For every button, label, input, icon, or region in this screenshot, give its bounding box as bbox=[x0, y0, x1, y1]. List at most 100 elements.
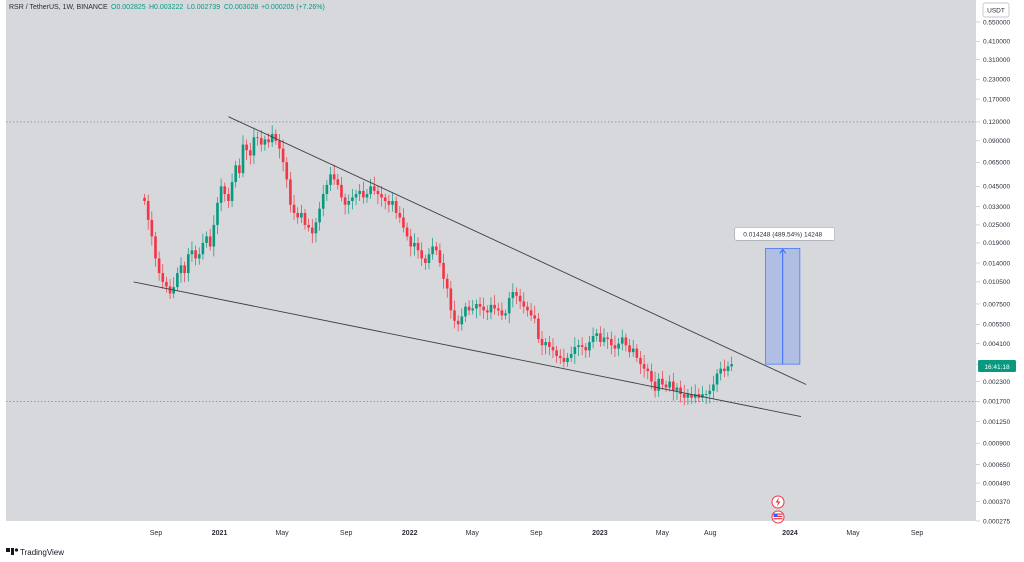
candle bbox=[340, 176, 343, 202]
candle bbox=[321, 184, 325, 217]
candle bbox=[588, 335, 591, 358]
candle bbox=[584, 343, 588, 359]
candle bbox=[573, 337, 577, 364]
time-tick-label: 2023 bbox=[592, 530, 608, 537]
candle bbox=[595, 328, 599, 342]
candle bbox=[719, 361, 723, 381]
price-tick-label: 0.170000 bbox=[983, 96, 1010, 103]
lightning-icon[interactable] bbox=[771, 495, 785, 509]
candle bbox=[610, 331, 613, 355]
chart-legend: RSR / TetherUS, 1W, BINANCE O0.002825 H0… bbox=[9, 4, 325, 11]
candle bbox=[482, 297, 485, 319]
candle bbox=[292, 194, 296, 220]
candle bbox=[438, 243, 442, 268]
candle bbox=[631, 340, 635, 357]
time-tick-label: May bbox=[846, 530, 860, 537]
candle bbox=[172, 277, 176, 299]
candle bbox=[248, 142, 252, 165]
price-axis[interactable] bbox=[976, 0, 1024, 521]
candle bbox=[639, 351, 642, 375]
candle bbox=[329, 166, 332, 192]
candle bbox=[434, 242, 438, 256]
candle bbox=[701, 386, 704, 402]
candle bbox=[336, 173, 340, 190]
candle bbox=[533, 305, 537, 324]
us-flag-icon[interactable] bbox=[771, 510, 785, 524]
candle bbox=[730, 356, 733, 372]
price-tick-label: 0.000650 bbox=[983, 462, 1010, 469]
candle bbox=[569, 346, 573, 362]
price-tick-label: 0.045000 bbox=[983, 184, 1010, 191]
candle bbox=[726, 361, 730, 377]
candle bbox=[278, 133, 281, 159]
legend-open: O0.002825 bbox=[111, 4, 146, 11]
price-tick-label: 0.000490 bbox=[983, 480, 1010, 487]
candle bbox=[653, 371, 657, 398]
candle bbox=[259, 129, 263, 152]
candle bbox=[154, 231, 157, 267]
candle bbox=[270, 125, 274, 148]
candle bbox=[529, 302, 533, 321]
measure-tool[interactable] bbox=[765, 248, 801, 365]
candle bbox=[234, 160, 238, 188]
candle bbox=[606, 332, 609, 349]
candle bbox=[657, 373, 661, 397]
candle bbox=[351, 188, 354, 210]
candle bbox=[146, 194, 150, 230]
trendline-lower[interactable] bbox=[133, 281, 802, 417]
candle bbox=[500, 302, 504, 321]
candle bbox=[478, 297, 482, 316]
candle bbox=[362, 181, 365, 204]
candle bbox=[398, 206, 402, 223]
candle bbox=[449, 281, 453, 319]
candle bbox=[216, 197, 219, 235]
price-tick-label: 0.001250 bbox=[983, 419, 1010, 426]
candle bbox=[212, 215, 216, 257]
price-tick-label: 0.004100 bbox=[983, 341, 1010, 348]
price-tick-label: 0.000275 bbox=[983, 518, 1010, 525]
currency-button[interactable]: USDT bbox=[982, 2, 1010, 18]
measure-label: 0.014248 (489.54%) 14248 bbox=[743, 231, 822, 238]
candle bbox=[332, 164, 336, 185]
candle bbox=[471, 299, 475, 315]
candle bbox=[365, 189, 369, 203]
candle bbox=[274, 129, 278, 145]
price-tick-label: 0.001700 bbox=[983, 399, 1010, 406]
candle bbox=[475, 299, 478, 319]
candle bbox=[245, 139, 248, 161]
candle bbox=[548, 335, 551, 356]
candle bbox=[679, 380, 682, 403]
candle bbox=[507, 291, 511, 324]
candle bbox=[686, 389, 690, 405]
candle bbox=[190, 241, 194, 262]
candle bbox=[551, 338, 555, 359]
candle bbox=[515, 287, 518, 305]
time-tick-label: Sep bbox=[340, 530, 353, 537]
time-axis[interactable] bbox=[6, 521, 1024, 541]
candle bbox=[650, 363, 653, 390]
candle bbox=[413, 233, 416, 256]
time-tick-label: 2022 bbox=[402, 530, 418, 537]
candle bbox=[263, 135, 267, 151]
trendline-upper[interactable] bbox=[228, 116, 807, 385]
candle bbox=[566, 352, 569, 367]
price-tick-label: 0.010500 bbox=[983, 279, 1010, 286]
candle bbox=[383, 193, 387, 210]
candle bbox=[544, 338, 547, 355]
candle bbox=[241, 135, 245, 178]
brand-name: TradingView bbox=[20, 548, 64, 557]
candle bbox=[300, 204, 303, 223]
time-tick-label: 2021 bbox=[212, 530, 228, 537]
candle bbox=[310, 219, 314, 244]
candle bbox=[486, 305, 489, 321]
legend-close: C0.003028 bbox=[224, 4, 258, 11]
candle bbox=[715, 369, 719, 393]
candle bbox=[150, 211, 154, 246]
price-tick-label: 0.310000 bbox=[983, 57, 1010, 64]
chart-plot-area[interactable] bbox=[6, 0, 976, 521]
candle bbox=[227, 187, 230, 208]
candle bbox=[620, 329, 624, 351]
candle bbox=[303, 209, 307, 230]
candle bbox=[238, 158, 241, 178]
trendlines[interactable] bbox=[133, 116, 807, 417]
